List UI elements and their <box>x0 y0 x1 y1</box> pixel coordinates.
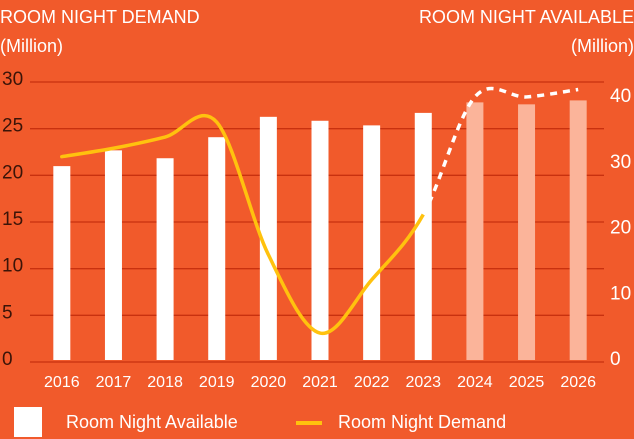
y2-tick-label: 0 <box>610 349 621 370</box>
bar <box>208 137 226 360</box>
legend-swatch <box>14 407 42 437</box>
x-tick-label: 2023 <box>405 374 441 391</box>
x-tick-label: 2026 <box>560 374 596 391</box>
y-tick-label: 25 <box>2 116 23 137</box>
bar <box>259 116 277 360</box>
bar <box>518 104 536 360</box>
right-axis-unit: (Million) <box>571 36 634 56</box>
bar <box>414 112 432 360</box>
x-tick-label: 2019 <box>199 374 235 391</box>
lines <box>60 86 579 335</box>
x-tick-label: 2024 <box>457 374 493 391</box>
bar <box>311 120 329 360</box>
x-tick-label: 2022 <box>354 374 390 391</box>
y2-tick-label: 40 <box>610 86 631 107</box>
bar <box>569 100 587 361</box>
line <box>421 86 579 216</box>
y2-tick-label: 10 <box>610 283 631 304</box>
right-axis-title: ROOM NIGHT AVAILABLE <box>419 7 634 27</box>
bar <box>104 150 122 360</box>
bars <box>53 100 587 361</box>
legend-label: Room Night Demand <box>338 412 506 432</box>
bar <box>156 158 174 360</box>
x-tick-label: 2025 <box>509 374 545 391</box>
y2-tick-label: 20 <box>610 218 631 239</box>
bar <box>363 125 381 360</box>
y-tick-label: 20 <box>2 162 23 183</box>
y-tick-label: 30 <box>2 69 23 90</box>
y-tick-label: 5 <box>2 302 13 323</box>
x-tick-label: 2016 <box>44 374 80 391</box>
legend-label: Room Night Available <box>66 412 238 432</box>
x-tick-label: 2020 <box>251 374 287 391</box>
y-tick-label: 10 <box>2 256 23 277</box>
x-tick-label: 2018 <box>147 374 183 391</box>
left-axis-title: ROOM NIGHT DEMAND <box>0 7 200 27</box>
left-axis-unit: (Million) <box>0 36 63 56</box>
bar <box>53 166 71 360</box>
x-tick-label: 2021 <box>302 374 338 391</box>
y2-tick-label: 30 <box>610 152 631 173</box>
bar <box>466 102 484 360</box>
y-tick-label: 0 <box>2 349 13 370</box>
line <box>60 113 426 335</box>
y-tick-label: 15 <box>2 209 23 230</box>
x-tick-label: 2017 <box>96 374 132 391</box>
